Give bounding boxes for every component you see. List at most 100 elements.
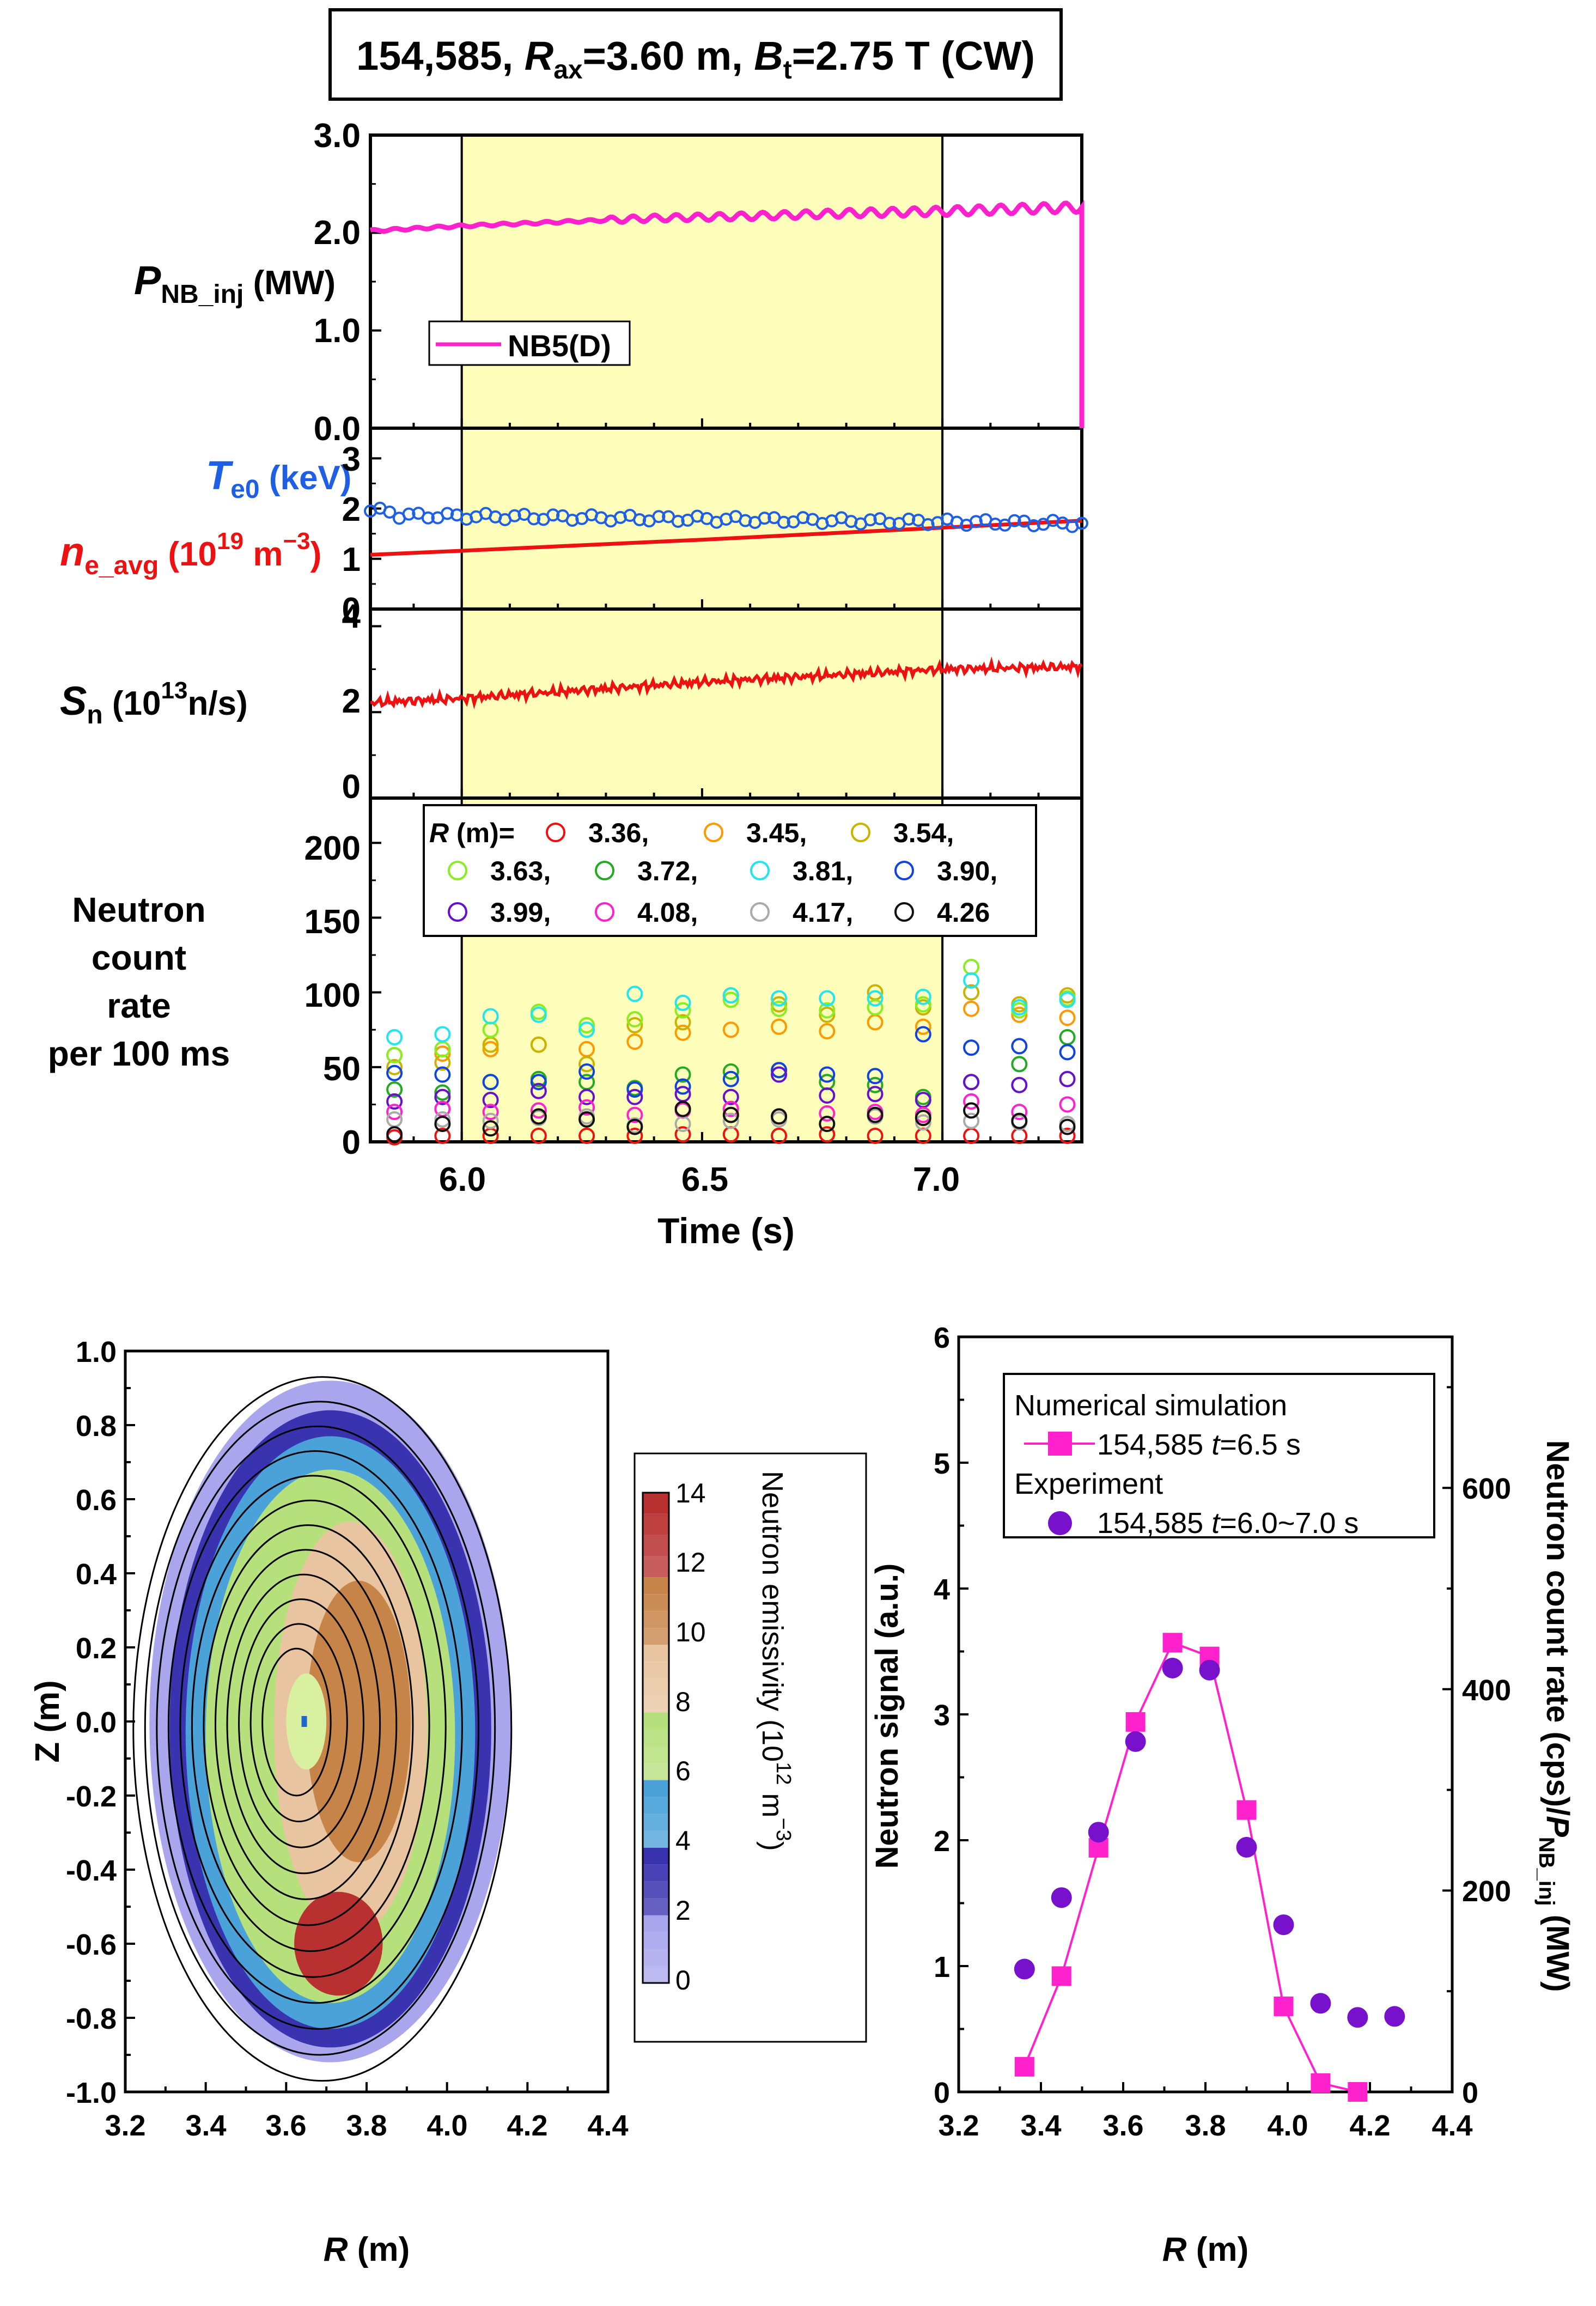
- sim-series-line: [1023, 1641, 1358, 2093]
- colorbar-swatch: [643, 1712, 669, 1730]
- exp-series: [1014, 1657, 1405, 2028]
- colorbar-swatch: [643, 1645, 669, 1662]
- profile-ytick-right: 600: [1462, 1473, 1511, 1505]
- count-legend-marker: [546, 823, 565, 842]
- colorbar-swatch: [643, 1966, 669, 1983]
- count-marker: [578, 1021, 595, 1038]
- count-marker: [482, 1104, 499, 1121]
- flux-surface: [179, 1475, 447, 1978]
- colorbar-swatch: [643, 1729, 669, 1747]
- colorbar-swatch: [643, 1797, 669, 1814]
- pnb-tick: 0.0: [314, 410, 361, 448]
- sn-tick: 0: [342, 768, 361, 806]
- flux-surface: [249, 1623, 348, 1823]
- colorbar-swatch: [643, 1695, 669, 1713]
- count-marker: [819, 1126, 836, 1143]
- flux-surface: [215, 1549, 398, 1900]
- count-tick: 150: [304, 903, 361, 941]
- colorbar-tick: 14: [675, 1478, 706, 1508]
- te-marker: [652, 510, 666, 524]
- count-marker: [867, 1086, 884, 1103]
- exp-marker: [1236, 1836, 1257, 1858]
- count-series: [386, 959, 1076, 1146]
- exp-marker: [1199, 1659, 1220, 1681]
- count-marker: [482, 1008, 499, 1025]
- legend-exp-item: 154,585 t=6.0~7.0 s: [1097, 1507, 1359, 1540]
- exp-marker: [1162, 1657, 1183, 1678]
- analysis-window: [460, 134, 944, 1143]
- colorbar-frame: [633, 1452, 867, 2043]
- map-ytick: 0.6: [76, 1484, 117, 1517]
- time-axis-label: Time (s): [657, 1210, 795, 1251]
- count-marker: [1059, 1044, 1076, 1061]
- colorbar-swatch: [643, 1535, 669, 1556]
- te-ne-tick: 1: [342, 541, 361, 579]
- count-marker: [819, 1023, 836, 1039]
- count-marker: [386, 1093, 403, 1110]
- count-marker: [1011, 999, 1028, 1016]
- count-marker: [963, 1102, 980, 1119]
- profile-legend: [1003, 1373, 1435, 1538]
- profile-xtick: 3.4: [1020, 2109, 1061, 2142]
- count-marker: [1059, 1096, 1076, 1113]
- pnb-series-line: [369, 199, 1085, 428]
- sn-series-line: [370, 656, 1083, 710]
- colorbar-swatch: [643, 1830, 669, 1848]
- sn-label: Sn (1013n/s): [60, 677, 248, 729]
- count-marker: [434, 1066, 451, 1083]
- count-marker: [674, 1100, 691, 1117]
- colorbar-swatch: [643, 1611, 669, 1628]
- flux-surface: [226, 1573, 381, 1875]
- map-xtick: 3.6: [265, 2109, 306, 2142]
- count-marker: [626, 1128, 643, 1145]
- exp-marker: [1273, 1914, 1294, 1936]
- count-marker: [867, 999, 884, 1016]
- count-marker: [963, 1000, 980, 1017]
- count-marker: [626, 1118, 643, 1135]
- sim-marker: [1274, 1996, 1294, 2016]
- count-marker: [722, 987, 739, 1004]
- sim-marker: [1014, 2056, 1034, 2077]
- count-marker: [434, 1111, 451, 1128]
- count-marker: [1011, 1056, 1028, 1073]
- te-marker: [883, 516, 897, 530]
- map-ytick: 0.2: [76, 1632, 117, 1665]
- count-marker: [578, 1088, 595, 1105]
- colorbar-swatch: [643, 1864, 669, 1882]
- pnb-tick: 1.0: [314, 312, 361, 350]
- te-marker: [1075, 516, 1088, 530]
- count-marker: [386, 1104, 403, 1121]
- count-tick: 0: [342, 1124, 361, 1161]
- flux-surface: [156, 1425, 480, 2030]
- count-marker: [434, 1128, 451, 1145]
- flux-surface: [167, 1450, 463, 2004]
- count-marker: [1059, 1070, 1076, 1087]
- te-marker: [421, 511, 435, 525]
- sim-marker: [1236, 1800, 1257, 1820]
- count-marker: [1059, 991, 1076, 1008]
- count-marker: [530, 1036, 547, 1053]
- map-xlabel: R (m): [324, 2231, 410, 2268]
- sim-marker: [1162, 1633, 1183, 1653]
- profile-ytick-right: 0: [1462, 2077, 1478, 2109]
- count-panel: Neutron count rate per 100 ms 0 50 100 1…: [48, 804, 1076, 1161]
- count-marker: [771, 990, 788, 1007]
- count-marker: [386, 1029, 403, 1045]
- count-legend-head: R (m)=: [429, 818, 515, 848]
- profile-xtick: 4.4: [1431, 2109, 1472, 2142]
- count-marker: [722, 1063, 739, 1080]
- te-marker: [383, 506, 397, 519]
- count-marker: [482, 1112, 499, 1129]
- count-marker: [1011, 1104, 1028, 1121]
- count-marker: [626, 985, 643, 1002]
- count-legend-label: 3.54,: [893, 818, 954, 848]
- count-marker: [674, 1078, 691, 1095]
- count-marker: [434, 1026, 451, 1043]
- colorbar-swatch: [643, 1678, 669, 1696]
- count-marker: [578, 1111, 595, 1128]
- profile-ytick: 5: [934, 1447, 950, 1480]
- te-ne-panel: Te0 (keV) ne_avg (1019 m−3) 0 1 2 3: [60, 441, 1088, 629]
- exp-marker: [1051, 1887, 1072, 1908]
- count-marker: [771, 1000, 788, 1017]
